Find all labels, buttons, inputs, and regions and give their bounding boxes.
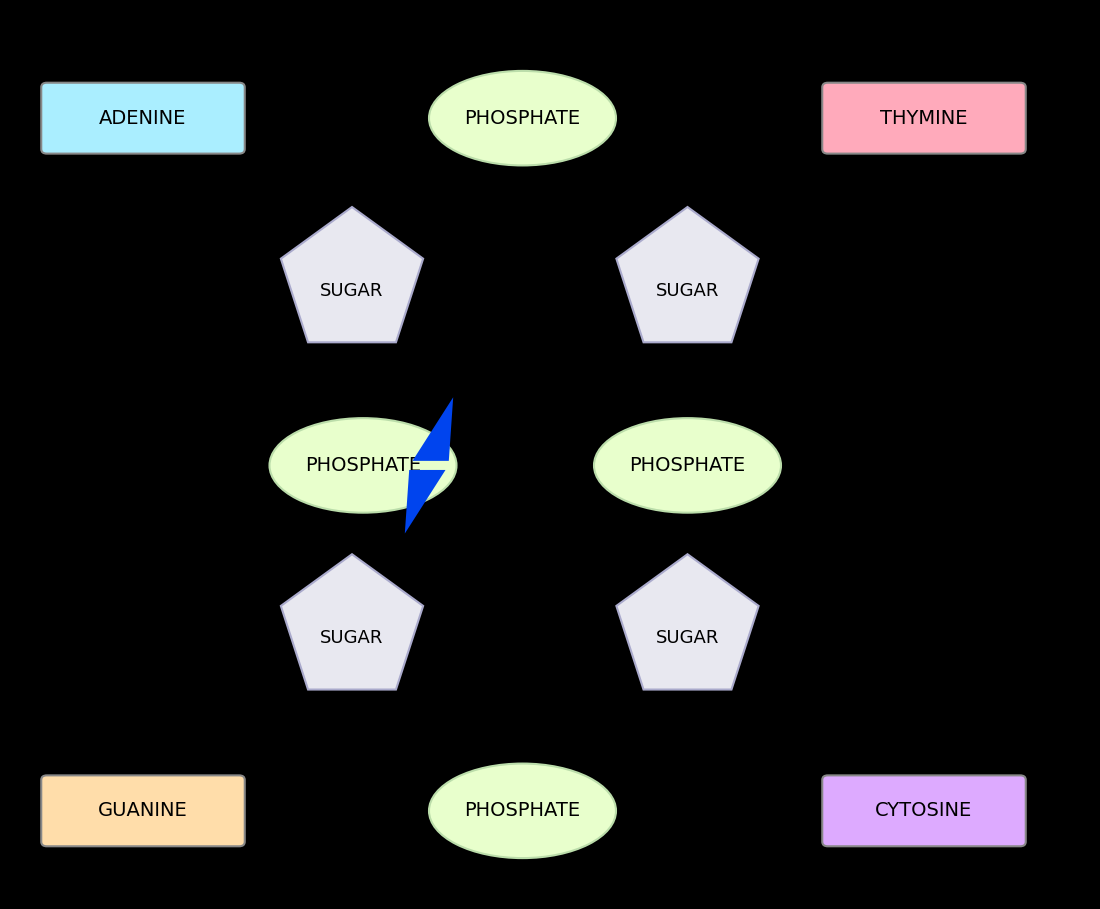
Text: GUANINE: GUANINE xyxy=(98,802,188,820)
Ellipse shape xyxy=(429,71,616,165)
Text: ADENINE: ADENINE xyxy=(99,109,187,127)
FancyBboxPatch shape xyxy=(822,775,1025,846)
Text: PHOSPHATE: PHOSPHATE xyxy=(629,456,746,474)
Text: PHOSPHATE: PHOSPHATE xyxy=(305,456,421,474)
Ellipse shape xyxy=(429,764,616,858)
FancyBboxPatch shape xyxy=(42,775,244,846)
Polygon shape xyxy=(412,397,453,461)
Ellipse shape xyxy=(270,418,456,513)
FancyBboxPatch shape xyxy=(822,83,1025,154)
Polygon shape xyxy=(280,554,424,690)
FancyBboxPatch shape xyxy=(42,83,244,154)
Ellipse shape xyxy=(594,418,781,513)
Polygon shape xyxy=(280,207,424,343)
Polygon shape xyxy=(616,554,759,690)
Text: PHOSPHATE: PHOSPHATE xyxy=(464,109,581,127)
Text: SUGAR: SUGAR xyxy=(320,282,384,300)
Text: SUGAR: SUGAR xyxy=(320,629,384,647)
Text: CYTOSINE: CYTOSINE xyxy=(876,802,972,820)
Text: PHOSPHATE: PHOSPHATE xyxy=(464,802,581,820)
Polygon shape xyxy=(405,470,446,534)
Text: SUGAR: SUGAR xyxy=(656,282,719,300)
Text: THYMINE: THYMINE xyxy=(880,109,968,127)
Text: SUGAR: SUGAR xyxy=(656,629,719,647)
Polygon shape xyxy=(616,207,759,343)
